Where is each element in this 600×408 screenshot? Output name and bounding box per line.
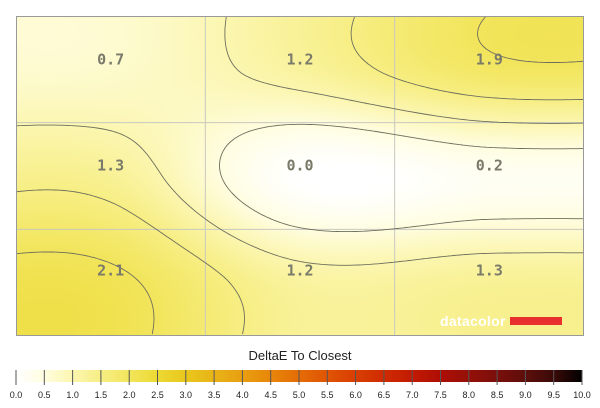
uniformity-heatmap: 0.7 1.2 1.9 1.3 0.0 0.2 2.1 1.2 1.3 xyxy=(16,16,584,336)
cell-value-label: 2.1 xyxy=(97,262,124,280)
plot-frame xyxy=(16,16,584,336)
legend-title: DeltaE To Closest xyxy=(248,348,352,363)
legend-tick-label: 10.0 xyxy=(573,390,591,400)
legend-tick-label: 6.5 xyxy=(378,390,391,400)
legend-tick-label: 3.0 xyxy=(180,390,193,400)
legend-tick-label: 0.0 xyxy=(10,390,23,400)
legend-tick-label: 9.5 xyxy=(547,390,560,400)
legend-tick-label: 8.5 xyxy=(491,390,504,400)
legend-tick-label: 5.5 xyxy=(321,390,334,400)
cell-value-label: 1.3 xyxy=(476,262,503,280)
contour-line xyxy=(16,16,583,335)
legend-tick-label: 2.0 xyxy=(123,390,136,400)
cell-value-label: 1.3 xyxy=(97,157,124,175)
legend-tick-label: 4.5 xyxy=(264,390,277,400)
legend-tick-label: 5.0 xyxy=(293,390,306,400)
legend-tick-label: 4.0 xyxy=(236,390,249,400)
legend-tick-label: 2.5 xyxy=(151,390,164,400)
logo-text: datacolor xyxy=(440,313,506,329)
color-scale-legend: 0.0 0.5 1.0 1.5 2.0 2.5 3.0 3.5 4.0 4.5 5.0 5.5 6.0 6… xyxy=(10,370,591,400)
legend-tick-label: 6.0 xyxy=(349,390,362,400)
legend-tick-label: 1.0 xyxy=(66,390,79,400)
cell-value-label: 1.2 xyxy=(286,51,313,69)
heatmap-plot: 0.7 1.2 1.9 1.3 0.0 0.2 2.1 1.2 1.3 xyxy=(16,16,584,336)
legend-tick-label: 3.5 xyxy=(208,390,221,400)
contour-line xyxy=(16,16,584,266)
cell-value-label: 1.2 xyxy=(286,262,313,280)
legend-tick-label: 1.5 xyxy=(95,390,108,400)
logo-accent-bar xyxy=(509,317,562,325)
cell-value-label: 0.2 xyxy=(476,157,503,175)
contour-line xyxy=(219,123,583,233)
legend-tick-label: 7.0 xyxy=(406,390,419,400)
cell-value-label: 1.9 xyxy=(476,51,503,69)
legend-tick-label: 9.0 xyxy=(519,390,532,400)
legend-tick-label: 8.0 xyxy=(463,390,476,400)
cell-value-label: 0.7 xyxy=(97,51,124,69)
heat-field xyxy=(16,16,584,336)
legend-tick-label: 7.5 xyxy=(434,390,447,400)
cell-value-label: 0.0 xyxy=(286,157,313,175)
contour-line xyxy=(16,16,584,335)
legend-tick-label: 0.5 xyxy=(38,390,51,400)
datacolor-logo: datacolor xyxy=(440,312,574,330)
